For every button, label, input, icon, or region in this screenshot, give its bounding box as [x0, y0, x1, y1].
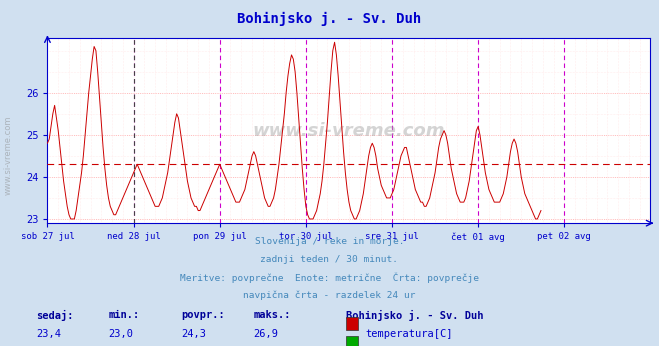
Text: Bohinjsko j. - Sv. Duh: Bohinjsko j. - Sv. Duh: [346, 310, 484, 321]
Text: www.si-vreme.com: www.si-vreme.com: [252, 121, 445, 140]
Text: navpična črta - razdelek 24 ur: navpična črta - razdelek 24 ur: [243, 291, 416, 300]
Text: Bohinjsko j. - Sv. Duh: Bohinjsko j. - Sv. Duh: [237, 12, 422, 26]
Text: povpr.:: povpr.:: [181, 310, 225, 320]
Text: Meritve: povprečne  Enote: metrične  Črta: povprečje: Meritve: povprečne Enote: metrične Črta:…: [180, 273, 479, 283]
Text: Slovenija / reke in morje.: Slovenija / reke in morje.: [255, 237, 404, 246]
Text: 23,4: 23,4: [36, 329, 61, 339]
Text: www.si-vreme.com: www.si-vreme.com: [3, 116, 13, 195]
Text: zadnji teden / 30 minut.: zadnji teden / 30 minut.: [260, 255, 399, 264]
Text: 26,9: 26,9: [254, 329, 279, 339]
Text: min.:: min.:: [109, 310, 140, 320]
Text: 23,0: 23,0: [109, 329, 134, 339]
Text: temperatura[C]: temperatura[C]: [366, 329, 453, 339]
Text: maks.:: maks.:: [254, 310, 291, 320]
Text: sedaj:: sedaj:: [36, 310, 74, 321]
Text: 24,3: 24,3: [181, 329, 206, 339]
